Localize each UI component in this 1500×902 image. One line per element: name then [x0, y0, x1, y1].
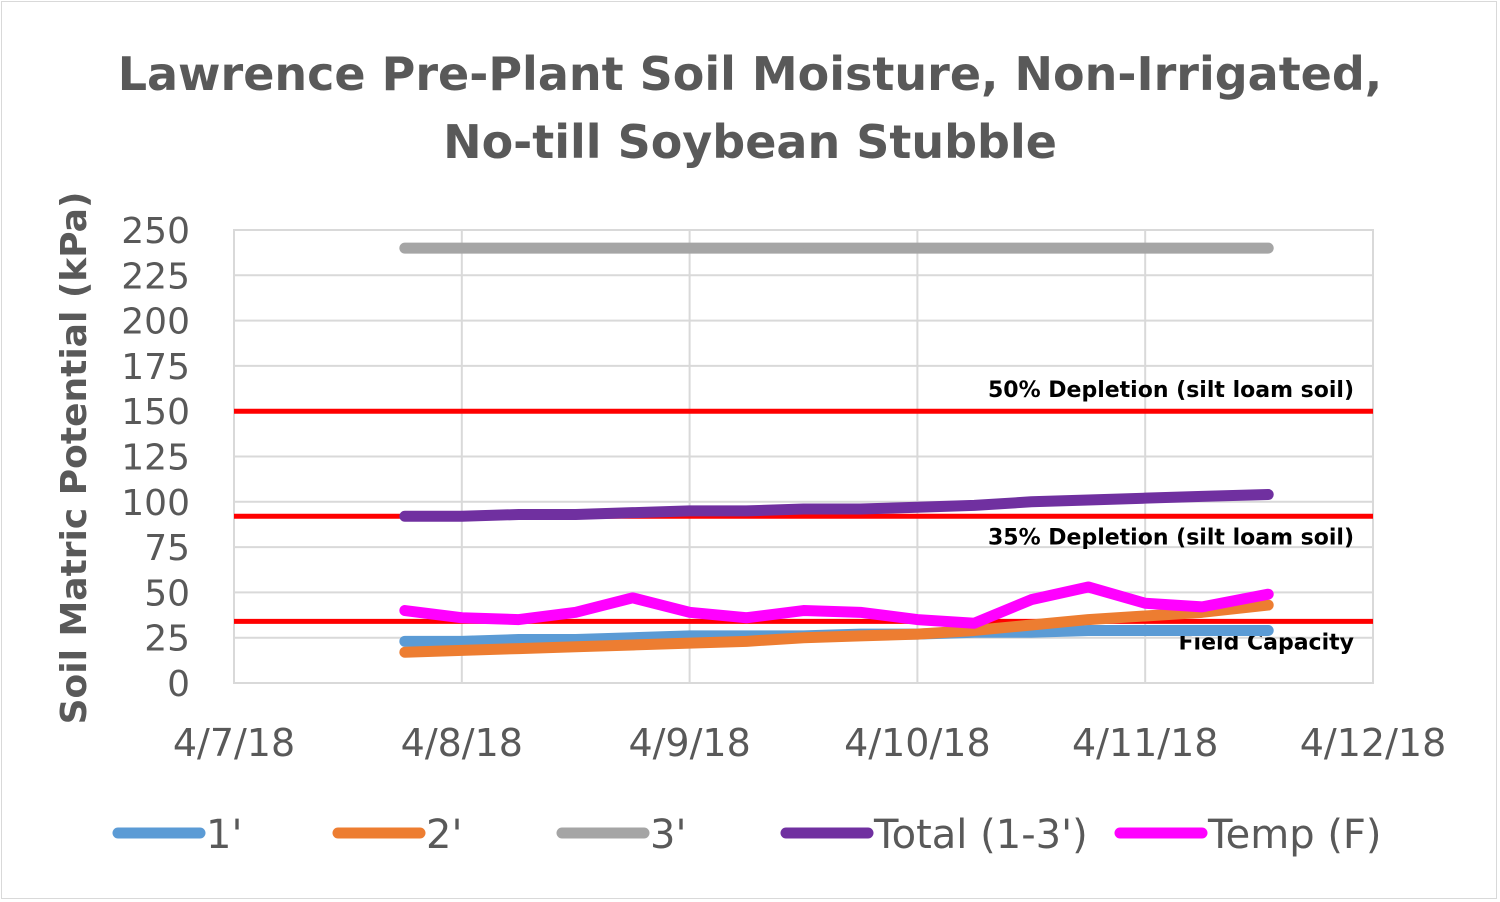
- legend-label: 1': [206, 812, 242, 858]
- y-tick-label: 225: [121, 256, 190, 297]
- reference-line-label: 35% Depletion (silt loam soil): [988, 525, 1354, 550]
- x-tick-label: 4/12/18: [1300, 721, 1447, 765]
- legend-item[interactable]: Total (1-3'): [780, 812, 1088, 858]
- y-tick-label: 50: [144, 573, 190, 614]
- y-tick-label: 100: [121, 483, 190, 524]
- y-tick-label: 250: [121, 211, 190, 252]
- x-tick-label: 4/10/18: [844, 721, 991, 765]
- x-tick-label: 4/9/18: [628, 721, 750, 765]
- legend-item[interactable]: 2': [332, 812, 462, 858]
- x-tick-label: 4/8/18: [401, 721, 523, 765]
- y-tick-label: 0: [167, 664, 190, 705]
- chart-title-line-1: Lawrence Pre-Plant Soil Moisture, Non-Ir…: [118, 47, 1383, 101]
- series-4: [399, 581, 1274, 629]
- series-1: [399, 599, 1274, 658]
- chart-title-line-2: No-till Soybean Stubble: [443, 115, 1057, 169]
- legend-item[interactable]: 1': [112, 812, 242, 858]
- y-tick-label: 125: [121, 438, 190, 479]
- y-tick-label: 150: [121, 392, 190, 433]
- legend-label: Total (1-3'): [873, 812, 1088, 858]
- legend-label: 3': [650, 812, 686, 858]
- y-tick-label: 175: [121, 347, 190, 388]
- reference-line-label: 50% Depletion (silt loam soil): [988, 378, 1354, 403]
- legend-item[interactable]: Temp (F): [1114, 812, 1382, 858]
- x-tick-label: 4/7/18: [173, 721, 295, 765]
- series-line: [399, 599, 1274, 658]
- y-axis-label: Soil Matric Potential (kPa): [54, 192, 95, 725]
- legend-label: 2': [426, 812, 462, 858]
- legend-item[interactable]: 3': [556, 812, 686, 858]
- x-tick-label: 4/11/18: [1072, 721, 1219, 765]
- y-tick-label: 200: [121, 302, 190, 343]
- series-line: [399, 581, 1274, 629]
- legend-label: Temp (F): [1207, 812, 1382, 858]
- series-3: [399, 489, 1274, 522]
- y-tick-label: 75: [144, 528, 190, 569]
- y-tick-label: 25: [144, 619, 190, 660]
- series-line: [399, 489, 1274, 522]
